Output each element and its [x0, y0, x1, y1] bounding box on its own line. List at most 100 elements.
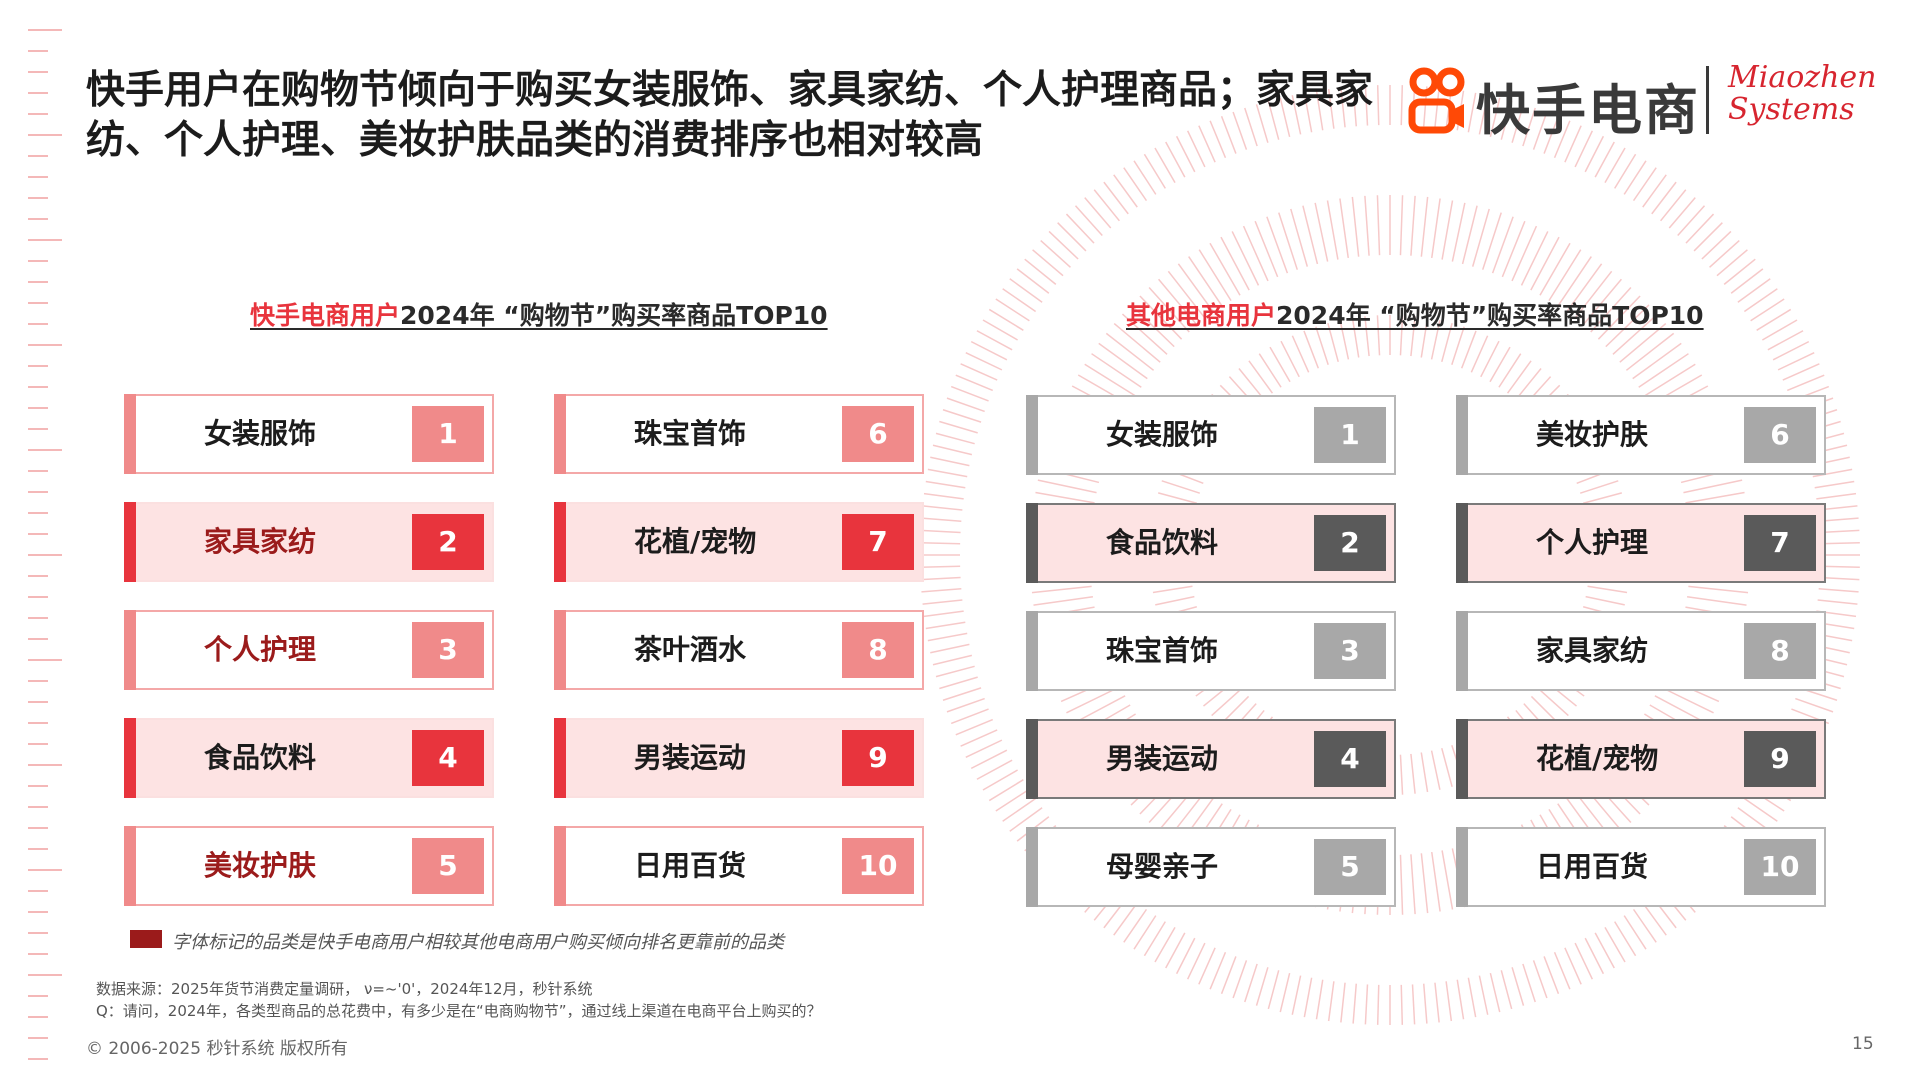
legend-swatch: [130, 930, 162, 948]
item-name: 个人护理: [1536, 526, 1649, 559]
item-name: 男装运动: [1106, 742, 1219, 775]
card-accent-bar: [124, 826, 136, 906]
card-accent-bar: [1456, 827, 1468, 907]
other-section-rest: 2024年 “购物节”购买率商品TOP10: [1276, 301, 1704, 330]
rank-badge: 9: [842, 730, 914, 786]
kuaishou-ecommerce-text: 快手电商: [1476, 79, 1700, 142]
card-accent-bar: [554, 610, 566, 690]
other-item-8: 家具家纺 8: [1456, 611, 1826, 691]
rank-badge: 7: [1744, 515, 1816, 571]
miaozhen-line2: Systems: [1728, 92, 1855, 127]
rank-badge: 5: [1314, 839, 1386, 895]
other-item-10: 日用百货 10: [1456, 827, 1826, 907]
card-accent-bar: [554, 718, 566, 798]
card-accent-bar: [1456, 503, 1468, 583]
rank-badge: 8: [1744, 623, 1816, 679]
rank-badge: 3: [1314, 623, 1386, 679]
card-accent-bar: [554, 826, 566, 906]
data-source-note: 数据来源：2025年货节消费定量调研， ν=~'0'，2024年12月，秒针系统…: [96, 978, 822, 1022]
kuaishou-section-rest: 2024年 “购物节”购买率商品TOP10: [400, 301, 828, 330]
item-name: 个人护理: [204, 633, 317, 666]
page-number: 15: [1852, 1034, 1874, 1054]
card-accent-bar: [1026, 827, 1038, 907]
other-section-title: 其他电商用户2024年 “购物节”购买率商品TOP10: [1126, 296, 1704, 332]
copyright-footer: © 2006-2025 秒针系统 版权所有: [86, 1039, 348, 1059]
other-section-highlight: 其他电商用户: [1126, 301, 1277, 330]
card-accent-bar: [1026, 611, 1038, 691]
source-line-2: Q：请问，2024年，各类型商品的总花费中，有多少是在“电商购物节”，通过线上渠…: [96, 1002, 822, 1020]
rank-badge: 2: [412, 514, 484, 570]
card-accent-bar: [1026, 503, 1038, 583]
other-item-9: 花植/宠物 9: [1456, 719, 1826, 799]
card-accent-bar: [1456, 611, 1468, 691]
item-name: 女装服饰: [204, 417, 317, 450]
item-name: 家具家纺: [204, 525, 317, 558]
other-item-3: 珠宝首饰 3: [1026, 611, 1396, 691]
rank-badge: 6: [842, 406, 914, 462]
kuaishou-item-10: 日用百货 10: [554, 826, 924, 906]
kuaishou-item-8: 茶叶酒水 8: [554, 610, 924, 690]
item-name: 花植/宠物: [1536, 742, 1659, 775]
source-line-1: 数据来源：2025年货节消费定量调研， ν=~'0'，2024年12月，秒针系统: [96, 980, 593, 998]
rank-badge: 9: [1744, 731, 1816, 787]
item-name: 母婴亲子: [1106, 850, 1219, 883]
kuaishou-item-1: 女装服饰 1: [124, 394, 494, 474]
legend-text: 字体标记的品类是快手电商用户相较其他电商用户购买倾向排名更靠前的品类: [172, 932, 784, 953]
kuaishou-item-7: 花植/宠物 7: [554, 502, 924, 582]
rank-badge: 10: [842, 838, 914, 894]
kuaishou-item-6: 珠宝首饰 6: [554, 394, 924, 474]
kuaishou-item-5: 美妆护肤 5: [124, 826, 494, 906]
logo-separator: [1706, 66, 1709, 134]
card-accent-bar: [124, 610, 136, 690]
item-name: 食品饮料: [204, 741, 317, 774]
rank-badge: 1: [1314, 407, 1386, 463]
kuaishou-item-4: 食品饮料 4: [124, 718, 494, 798]
item-name: 珠宝首饰: [1106, 634, 1219, 667]
card-accent-bar: [124, 394, 136, 474]
item-name: 日用百货: [634, 849, 747, 882]
miaozhen-line1: Miaozhen: [1728, 60, 1877, 95]
card-accent-bar: [554, 394, 566, 474]
rank-badge: 2: [1314, 515, 1386, 571]
item-name: 美妆护肤: [1536, 418, 1649, 451]
rank-badge: 10: [1744, 839, 1816, 895]
item-name: 家具家纺: [1536, 634, 1649, 667]
card-accent-bar: [554, 502, 566, 582]
other-item-2: 食品饮料 2: [1026, 503, 1396, 583]
other-item-6: 美妆护肤 6: [1456, 395, 1826, 475]
rank-badge: 3: [412, 622, 484, 678]
other-item-5: 母婴亲子 5: [1026, 827, 1396, 907]
rank-badge: 8: [842, 622, 914, 678]
kuaishou-item-2: 家具家纺 2: [124, 502, 494, 582]
rank-badge: 5: [412, 838, 484, 894]
card-accent-bar: [1456, 395, 1468, 475]
item-name: 珠宝首饰: [634, 417, 747, 450]
rank-badge: 1: [412, 406, 484, 462]
page-title: 快手用户在购物节倾向于购买女装服饰、家具家纺、个人护理商品；家具家纺、个人护理、…: [86, 68, 1374, 163]
rank-badge: 4: [412, 730, 484, 786]
card-accent-bar: [124, 718, 136, 798]
rank-badge: 6: [1744, 407, 1816, 463]
card-accent-bar: [1456, 719, 1468, 799]
kuaishou-logo-icon: [1408, 67, 1465, 134]
kuaishou-section-highlight: 快手电商用户: [250, 301, 401, 330]
brand-logos: 快手电商 Miaozhen Systems: [1406, 62, 1876, 152]
rank-badge: 4: [1314, 731, 1386, 787]
item-name: 女装服饰: [1106, 418, 1219, 451]
miaozhen-logo: Miaozhen Systems: [1728, 62, 1876, 126]
other-item-1: 女装服饰 1: [1026, 395, 1396, 475]
kuaishou-item-9: 男装运动 9: [554, 718, 924, 798]
card-accent-bar: [124, 502, 136, 582]
other-item-7: 个人护理 7: [1456, 503, 1826, 583]
item-name: 花植/宠物: [634, 525, 757, 558]
item-name: 美妆护肤: [204, 849, 317, 882]
item-name: 食品饮料: [1106, 526, 1219, 559]
kuaishou-item-3: 个人护理 3: [124, 610, 494, 690]
item-name: 男装运动: [634, 741, 747, 774]
kuaishou-section-title: 快手电商用户2024年 “购物节”购买率商品TOP10: [250, 296, 828, 332]
card-accent-bar: [1026, 719, 1038, 799]
other-item-4: 男装运动 4: [1026, 719, 1396, 799]
card-accent-bar: [1026, 395, 1038, 475]
item-name: 茶叶酒水: [634, 633, 747, 666]
rank-badge: 7: [842, 514, 914, 570]
